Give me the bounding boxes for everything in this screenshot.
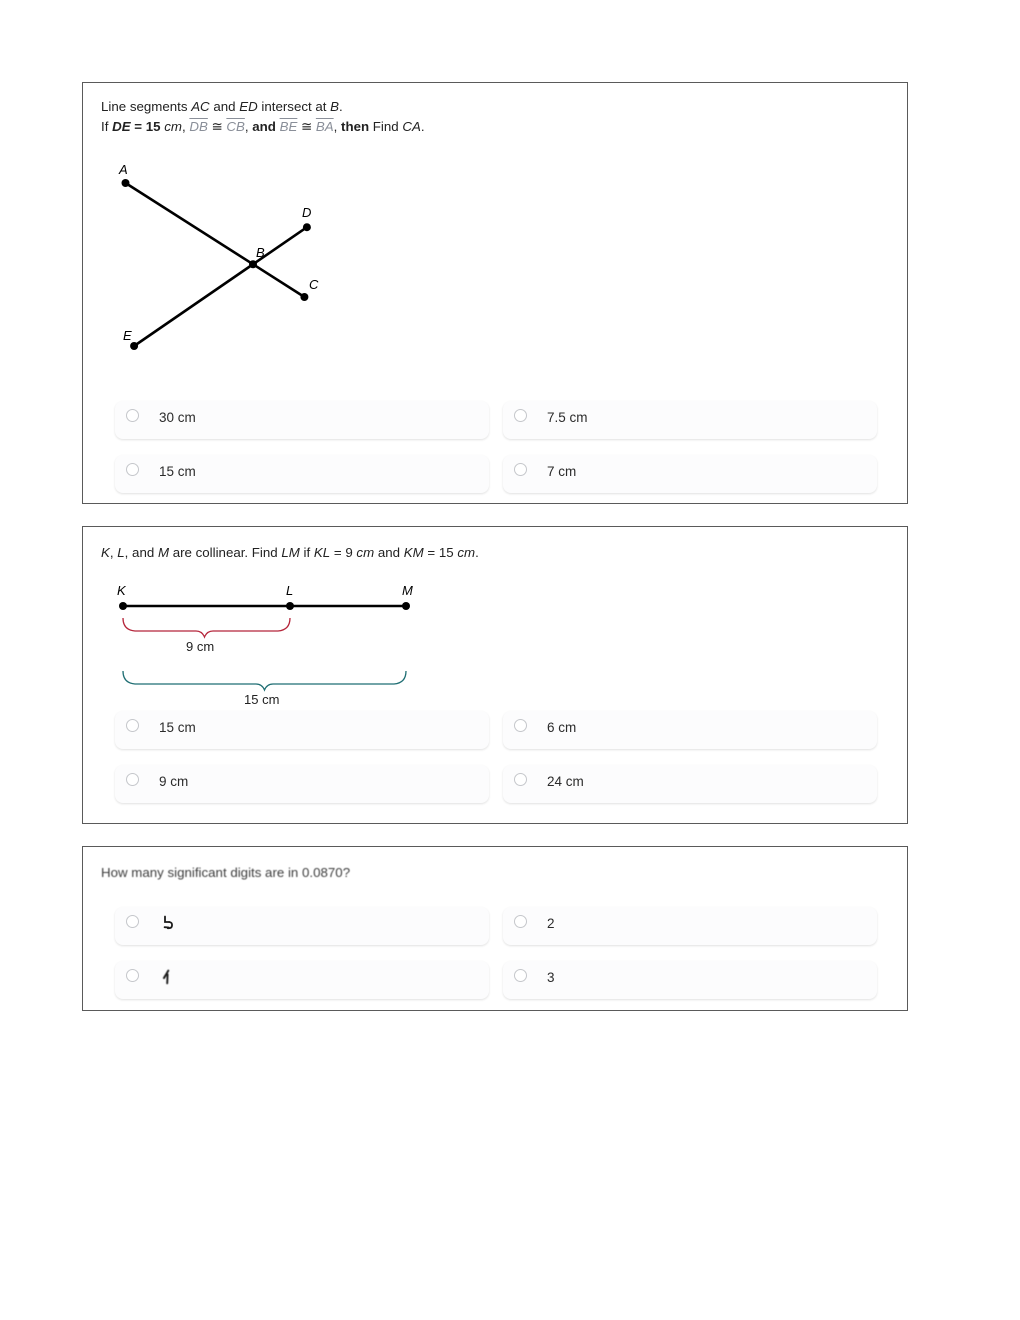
svg-text:K: K: [117, 583, 127, 598]
svg-text:E: E: [123, 328, 132, 343]
svg-text:A: A: [118, 162, 128, 177]
svg-text:D: D: [302, 205, 311, 220]
svg-text:C: C: [309, 277, 319, 292]
svg-text:M: M: [402, 583, 413, 598]
svg-text:15 cm: 15 cm: [244, 692, 279, 707]
svg-text:L: L: [286, 583, 293, 598]
svg-text:9 cm: 9 cm: [186, 639, 214, 654]
svg-text:B: B: [256, 245, 265, 260]
